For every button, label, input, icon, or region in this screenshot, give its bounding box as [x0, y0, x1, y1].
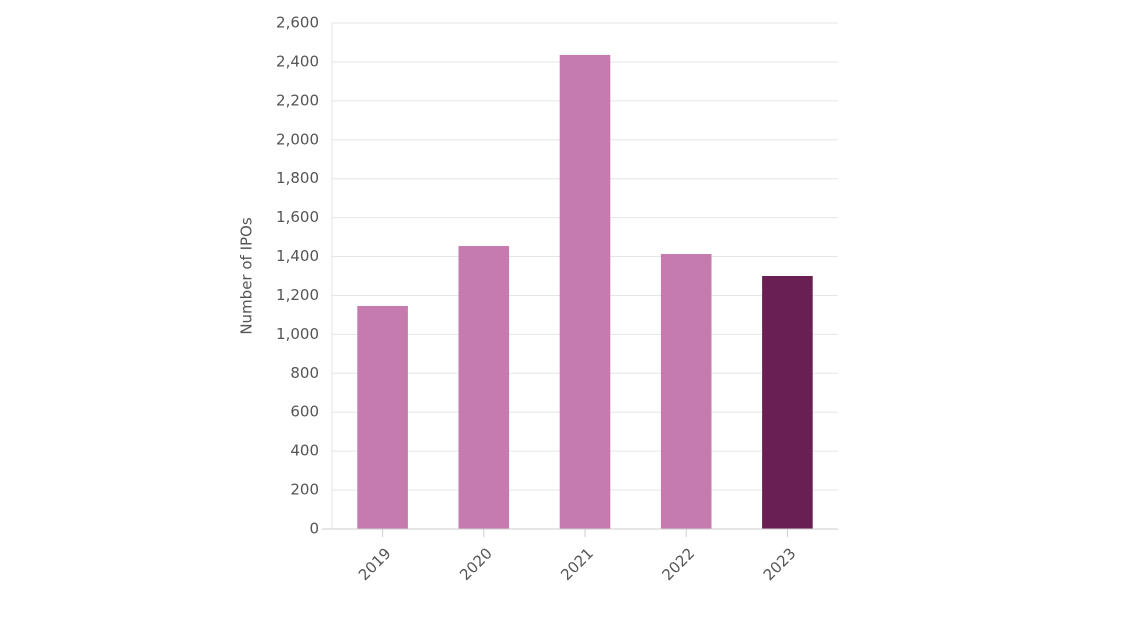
- y-tick-label: 2,000: [276, 130, 319, 148]
- x-tick-label: 2023: [760, 544, 800, 584]
- y-tick-label: 2,200: [276, 91, 319, 109]
- x-tick-label: 2020: [456, 544, 496, 584]
- bar: [458, 246, 510, 529]
- y-tick-label: 1,000: [276, 325, 319, 343]
- bar: [660, 254, 712, 529]
- y-tick-label: 2,400: [276, 52, 319, 70]
- y-tick-label: 600: [290, 403, 319, 421]
- x-tick-label: 2021: [557, 544, 597, 584]
- y-tick-label: 2,600: [276, 14, 319, 32]
- y-tick-label: 1,600: [276, 208, 319, 226]
- y-tick-label: 200: [290, 481, 319, 499]
- y-axis-title: Number of IPOs: [238, 217, 256, 335]
- x-tick-label: 2022: [658, 544, 698, 584]
- bar: [559, 54, 611, 529]
- y-tick-label: 1,400: [276, 247, 319, 265]
- y-tick-label: 400: [290, 442, 319, 460]
- bar: [357, 305, 408, 529]
- y-tick-label: 1,200: [276, 286, 319, 304]
- x-tick-label: 2019: [355, 544, 395, 584]
- y-tick-label: 1,800: [276, 169, 319, 187]
- bar: [762, 276, 813, 529]
- y-tick-label: 800: [290, 364, 319, 382]
- y-tick-label: 0: [309, 520, 319, 538]
